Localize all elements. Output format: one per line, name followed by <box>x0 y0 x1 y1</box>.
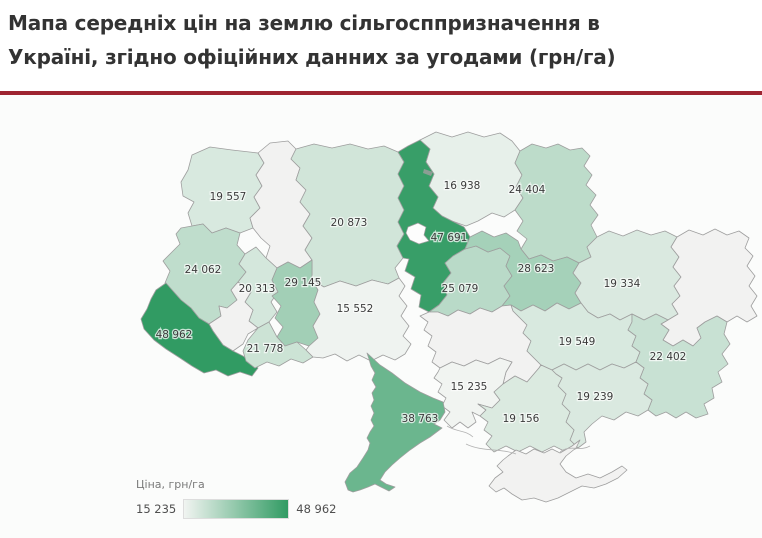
region-value-label-kharkiv: 19 334 <box>604 278 641 290</box>
region-value-label-kyiv: 47 691 <box>431 232 468 244</box>
title-divider <box>0 91 762 95</box>
region-value-label-chernivtsi: 21 778 <box>247 343 284 355</box>
region-value-label-kherson: 19 156 <box>503 413 540 425</box>
region-value-label-donetsk: 22 402 <box>650 351 687 363</box>
region-chernivtsi[interactable] <box>242 321 314 369</box>
page-title-line-2: Україні, згідно офіційних данних за угод… <box>8 45 616 69</box>
region-value-label-vinnytsia: 15 552 <box>337 303 374 315</box>
region-sumy[interactable] <box>514 143 599 264</box>
region-value-label-cherkasy: 25 079 <box>442 283 479 295</box>
color-legend: Ціна, грн/га 15 235 48 962 <box>136 478 356 519</box>
region-value-label-zaporizhzhia: 19 239 <box>577 391 614 403</box>
legend-min-value: 15 235 <box>136 502 177 516</box>
legend-title: Ціна, грн/га <box>136 478 205 491</box>
region-zakarpattia[interactable] <box>140 282 259 377</box>
legend-row: 15 235 48 962 <box>136 499 356 519</box>
region-vinnytsia[interactable] <box>305 277 412 362</box>
region-value-label-volyn: 19 557 <box>210 191 247 203</box>
region-value-label-chernihiv: 16 938 <box>444 180 481 192</box>
region-value-label-khmelnytskyi: 29 145 <box>285 277 322 289</box>
region-value-label-mykolaiv: 15 235 <box>451 381 488 393</box>
region-value-label-ternopil: 20 313 <box>239 283 276 295</box>
region-value-label-poltava: 28 623 <box>518 263 555 275</box>
region-value-label-zakarpattia: 48 962 <box>156 329 193 341</box>
region-value-label-dnipropetrovsk: 19 549 <box>559 336 596 348</box>
region-value-label-odesa: 38 763 <box>402 413 439 425</box>
region-kherson[interactable] <box>477 364 579 453</box>
coastline-detail <box>465 443 517 455</box>
title-block: Мапа середніх цін на землю сільгосппризн… <box>8 6 718 74</box>
coastline-detail <box>559 445 591 453</box>
region-value-label-lviv: 24 062 <box>185 264 222 276</box>
region-crimea[interactable] <box>488 439 628 503</box>
legend-gradient-bar <box>183 499 290 519</box>
legend-max-value: 48 962 <box>296 502 337 516</box>
kyiv-city-hole <box>405 222 430 245</box>
page-title-line-1: Мапа середніх цін на землю сільгосппризн… <box>8 11 600 35</box>
region-value-label-zhytomyr: 20 873 <box>331 217 368 229</box>
region-value-label-sumy: 24 404 <box>509 184 546 196</box>
reservoir <box>423 169 433 176</box>
region-odesa[interactable] <box>344 352 446 493</box>
coastline-detail <box>446 425 474 438</box>
